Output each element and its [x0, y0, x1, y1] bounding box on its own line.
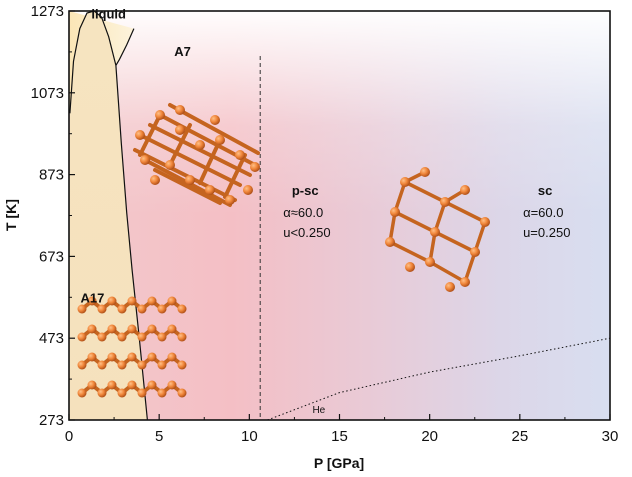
liquid-region [69, 11, 134, 114]
A17-label: A17 [81, 291, 105, 306]
x-tick-label: 15 [331, 428, 348, 445]
x-axis-title: P [GPa] [314, 455, 364, 471]
sc-param-1: α=60.0 [523, 205, 563, 220]
y-tick-label: 673 [39, 248, 64, 265]
liquid-label: liquid [91, 6, 126, 21]
y-axis-title: T [K] [3, 199, 19, 231]
phase-boundaries [69, 11, 610, 420]
x-axis: 0 5 10 15 20 25 30 [65, 414, 619, 445]
sc-param-2: u=0.250 [523, 225, 570, 240]
x-tick-label: 10 [241, 428, 258, 445]
a7-structure-image [133, 103, 260, 207]
sc-label: sc [538, 183, 552, 198]
y-tick-label: 273 [39, 412, 64, 429]
a17-structure-image [77, 296, 187, 398]
x-tick-label: 25 [511, 428, 528, 445]
x-tick-label: 30 [602, 428, 619, 445]
p-sc-label: p-sc [292, 183, 319, 198]
plot-background [69, 11, 610, 420]
y-tick-label: 873 [39, 167, 64, 184]
p-sc-param-1: α≈60.0 [283, 205, 323, 220]
x-tick-label: 5 [155, 428, 163, 445]
sc-structure-image [385, 167, 490, 292]
melting-curve-line [69, 11, 117, 114]
x-tick-label: 20 [421, 428, 438, 445]
x-tick-label: 0 [65, 428, 73, 445]
a17-region [69, 11, 148, 420]
y-tick-label: 473 [39, 330, 64, 347]
A17-A7-boundary-line [115, 65, 148, 420]
p-sc-param-2: u<0.250 [283, 225, 330, 240]
A7-label: A7 [174, 44, 191, 59]
region-labels: liquid A17 A7 p-sc α≈60.0 u<0.250 sc α=60.0 u=0.… [81, 6, 571, 416]
y-tick-label: 1273 [31, 3, 64, 20]
y-tick-label: 1073 [31, 85, 64, 102]
he-line-label: He [312, 405, 325, 416]
y-axis: 273 473 673 873 1073 1273 [31, 3, 75, 429]
liquid-A7-boundary-line [115, 28, 135, 66]
